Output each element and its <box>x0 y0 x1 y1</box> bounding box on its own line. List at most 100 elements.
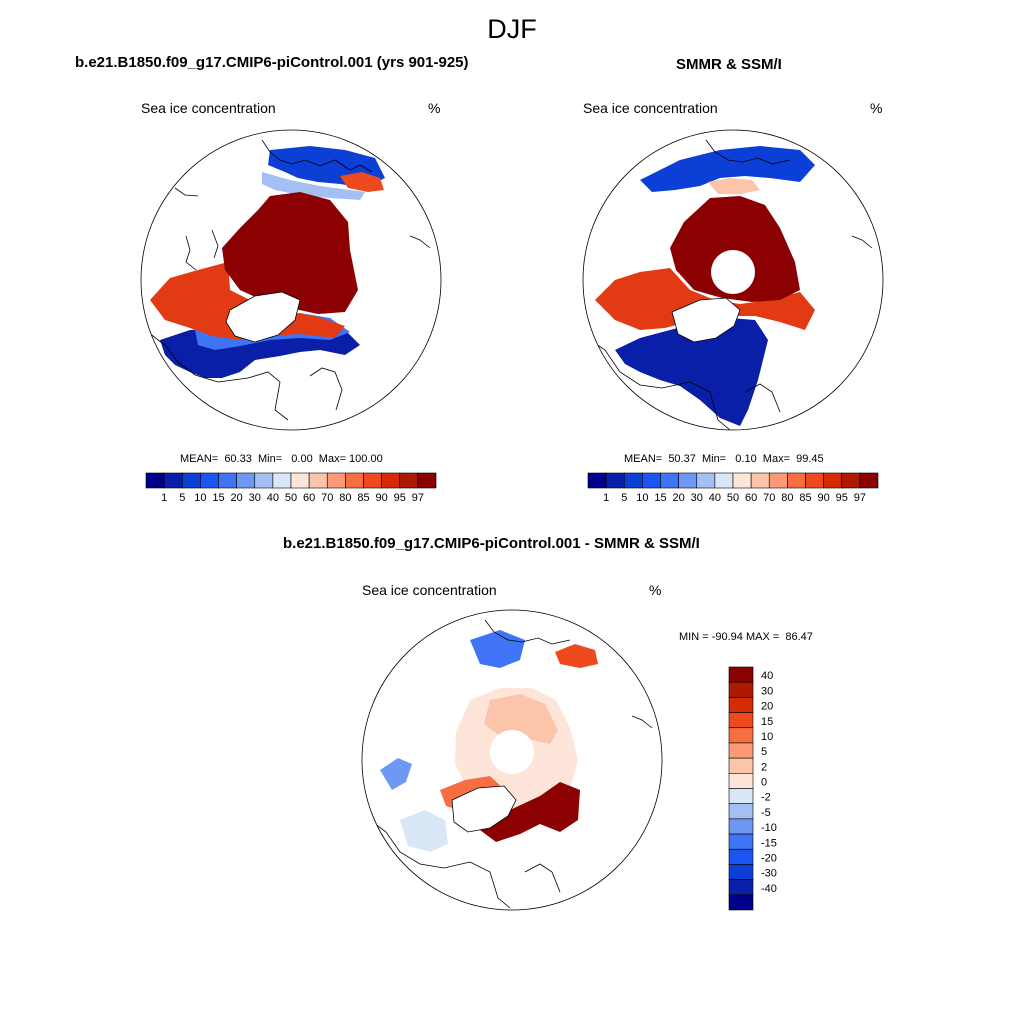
panel-1-colorbar-label: 60 <box>303 492 315 504</box>
panel-3-labrador-negative <box>380 758 412 790</box>
panel-1-colorbar-box <box>200 472 219 489</box>
panel-3-colorbar-box <box>728 788 754 804</box>
panel-3-coastline <box>369 619 653 909</box>
panel-2-colorbar-label: 20 <box>673 492 685 504</box>
panel-3-central-arctic-light <box>484 694 558 744</box>
panel-3-colorbar-box <box>728 742 754 759</box>
panel-1-bering-ice <box>340 172 384 192</box>
panel-1-colorbar-label: 97 <box>412 492 424 504</box>
panel-3-variable-label: Sea ice concentration <box>362 582 497 598</box>
panel-2-colorbar-label: 70 <box>763 492 775 504</box>
panel-3-bering-positive <box>555 644 598 668</box>
panel-3-colorbar-box <box>728 894 754 911</box>
panel-2-colorbar-box <box>714 472 734 489</box>
panel-3-colorbar-box <box>728 666 754 683</box>
panel-2-greenland <box>671 297 741 343</box>
panel-3-colorbar-box <box>728 681 754 698</box>
panel-1-colorbar-box <box>218 472 237 489</box>
panel-2-colorbar-box <box>732 472 752 489</box>
panel-2-title: SMMR & SSM/I <box>676 56 782 73</box>
panel-3-stats: MIN = -90.94 MAX = 86.47 <box>679 631 813 643</box>
panel-3-colorbar-label: -20 <box>761 852 777 864</box>
panel-1-colorbar-box <box>163 472 183 489</box>
panel-2-colorbar-label: 15 <box>654 492 666 504</box>
panel-1-colorbar-label: 90 <box>376 492 388 504</box>
panel-1-colorbar-box <box>381 472 401 489</box>
panel-2-colorbar-box <box>696 472 716 489</box>
panel-1-central-arctic-pack <box>222 192 358 314</box>
panel-2-stats: MEAN= 50.37 Min= 0.10 Max= 99.45 <box>624 453 824 465</box>
panel-1-title: b.e21.B1850.f09_g17.CMIP6-piControl.001 … <box>75 54 469 71</box>
panel-2-coastline <box>589 139 873 430</box>
panel-1-colorbar-box <box>254 472 274 489</box>
panel-1-greenland <box>225 291 301 343</box>
panel-2-marginal-ice <box>595 268 815 330</box>
panel-2-colorbar-box <box>660 472 679 489</box>
panel-3-colorbar-label: -30 <box>761 868 777 880</box>
panel-1-colorbar-label: 20 <box>231 492 243 504</box>
panel-3-barents-positive <box>480 782 580 842</box>
panel-2-colorbar-box <box>623 472 643 489</box>
panel-1-colorbar-label: 30 <box>249 492 261 504</box>
panel-2-pacific-ice-margin <box>640 146 815 192</box>
panel-1-colorbar-label: 95 <box>394 492 406 504</box>
panel-1-colorbar-box <box>181 472 201 489</box>
panel-2-map-border <box>582 129 884 431</box>
panel-2-colorbar-label: 10 <box>636 492 648 504</box>
panel-1-colorbar-box <box>399 472 419 489</box>
panel-2-colorbar-box <box>787 472 806 489</box>
panel-2-colorbar-label: 60 <box>745 492 757 504</box>
panel-2-colorbar-box <box>859 472 879 489</box>
panel-2-colorbar-box <box>678 472 698 489</box>
panel-2-pacific-ice-edge <box>708 178 760 194</box>
panel-1-colorbar-box <box>236 472 256 489</box>
panel-1-colorbar-label: 10 <box>194 492 206 504</box>
panel-3-units-label: % <box>649 582 662 598</box>
panel-1-colorbar-box <box>326 472 346 489</box>
panel-1-pacific-ice-edge <box>262 172 365 200</box>
panel-2-colorbar-box <box>823 472 843 489</box>
panel-1-units-label: % <box>428 100 441 116</box>
panel-3-colorbar-label: 20 <box>761 701 773 713</box>
panel-2-colorbar-label: 97 <box>854 492 866 504</box>
panel-3-colorbar-box <box>728 818 754 835</box>
panel-1-colorbar-box <box>145 472 165 489</box>
panel-1-coastline-north-america <box>144 229 343 421</box>
panel-3-colorbar-box <box>728 864 754 880</box>
panel-1-map-border <box>140 129 442 431</box>
panel-3-colorbar-box <box>728 848 754 865</box>
panel-1-colorbar-label: 85 <box>357 492 369 504</box>
panel-2-colorbar-label: 95 <box>836 492 848 504</box>
panel-3-map-border <box>361 609 663 911</box>
figure-title: DJF <box>487 14 537 44</box>
panel-3-colorbar-label: -15 <box>761 837 777 849</box>
panel-2-colorbar-box <box>642 472 661 489</box>
panel-1-colorbar-label: 15 <box>212 492 224 504</box>
panel-3-colorbar-label: 2 <box>761 761 767 773</box>
panel-3-colorbar-box <box>728 757 754 774</box>
panel-3-atlantic-pale-negative <box>400 810 448 852</box>
panel-2-colorbar-label: 85 <box>799 492 811 504</box>
panel-3-colorbar-label: 15 <box>761 716 773 728</box>
panel-1-stats: MEAN= 60.33 Min= 0.00 Max= 100.00 <box>180 453 383 465</box>
panel-3-pacific-negative <box>470 630 525 668</box>
panel-3-colorbar-label: 5 <box>761 746 767 758</box>
panel-3-colorbar-label: -10 <box>761 822 777 834</box>
panel-1-colorbar-label: 70 <box>321 492 333 504</box>
panel-3-colorbar-box <box>728 727 754 744</box>
panel-2-pole-hole <box>711 250 755 294</box>
panel-3-greenland <box>451 785 517 833</box>
panel-2-units-label: % <box>870 100 883 116</box>
panel-3-pole-hole <box>490 730 534 774</box>
panel-2-colorbar-box <box>750 472 770 489</box>
panel-2-colorbar-label: 1 <box>603 492 609 504</box>
panel-3-colorbar-box <box>728 712 754 729</box>
panel-1-colorbar: 1 5 10 15 20 30 40 50 60 70 80 85 90 95 97 <box>145 472 437 504</box>
panel-1-colorbar-label: 5 <box>179 492 185 504</box>
panel-1-map <box>141 130 441 430</box>
panel-2-colorbar-box <box>768 472 788 489</box>
panel-2-colorbar-label: 50 <box>727 492 739 504</box>
panel-2-colorbar: 1 5 10 15 20 30 40 50 60 70 80 85 90 95 97 <box>587 472 879 504</box>
